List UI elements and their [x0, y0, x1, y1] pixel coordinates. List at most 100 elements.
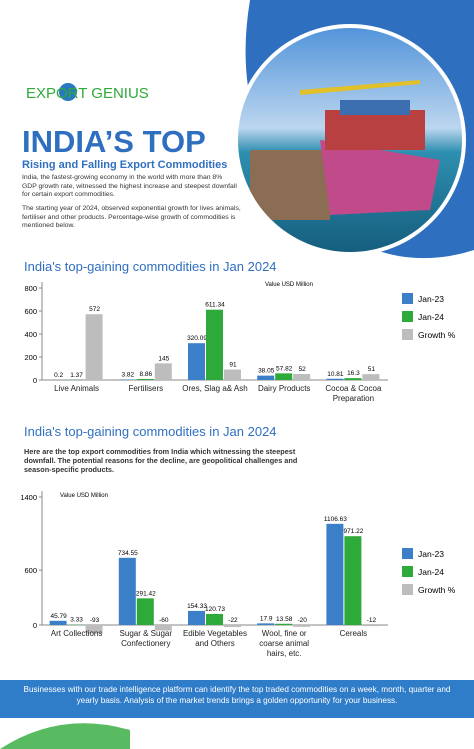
value-label: 971.22: [343, 528, 363, 535]
bar: [275, 373, 293, 380]
value-label: 320.09: [187, 335, 207, 342]
bar: [206, 309, 223, 380]
bar: [154, 625, 172, 631]
legend-swatch: [402, 293, 413, 304]
bar: [326, 523, 344, 625]
y-tick-label: 200: [24, 353, 37, 362]
unit-label: Value USD Million: [60, 493, 108, 499]
value-label: -12: [367, 617, 377, 624]
logo: EXPORT GENIUS: [26, 85, 149, 102]
bullet: The starting year of 2024, observed expo…: [22, 205, 241, 229]
value-label: 1106.63: [324, 516, 347, 523]
chart-title: India's top-gaining commodities in Jan 2…: [24, 259, 277, 274]
bar: [362, 625, 380, 627]
x-tick-label: Dairy Products: [257, 384, 311, 393]
bar: [223, 625, 241, 628]
bar: [344, 536, 362, 625]
value-label: 120.73: [205, 606, 225, 613]
unit-label: Value USD Million: [265, 282, 313, 288]
legend-label: Growth %: [418, 330, 456, 340]
legend-label: Jan-23: [418, 549, 444, 559]
value-label: 16.3: [347, 370, 360, 377]
title: INDIA’S TOP: [22, 124, 206, 159]
value-label: -60: [159, 617, 169, 624]
value-label: 8.86: [139, 371, 152, 378]
bar: [293, 625, 311, 627]
legend-label: Jan-24: [418, 567, 444, 577]
value-label: 52: [299, 366, 307, 373]
value-label: 17.9: [260, 615, 273, 622]
y-tick-label: 600: [24, 566, 37, 575]
value-label: 13.58: [276, 616, 293, 623]
value-label: 38.05: [258, 368, 275, 375]
legend-swatch: [402, 566, 413, 577]
bar: [206, 613, 223, 625]
value-label: 734.55: [118, 550, 138, 557]
subtitle: Rising and Falling Export Commodities: [22, 159, 227, 171]
intro: India, the fastest-growing economy in th…: [22, 174, 237, 198]
value-label: 45.79: [50, 613, 67, 620]
bar: [118, 557, 136, 625]
value-label: -93: [90, 617, 100, 624]
bar: [223, 369, 241, 380]
footer-text: Businesses with our trade intelligence p…: [23, 685, 451, 705]
value-label: 0.2: [54, 372, 63, 379]
legend-label: Jan-23: [418, 294, 444, 304]
x-tick-label: Sugar & Sugar Confectionery: [119, 629, 173, 648]
x-tick-label: Ores, Slag a& Ash: [182, 384, 248, 393]
x-tick-label: Cocoa & Cocoa Preparation: [325, 384, 382, 403]
bar: [136, 598, 154, 625]
legend-swatch: [402, 311, 413, 322]
bar: [257, 623, 275, 625]
y-tick-label: 800: [24, 284, 37, 293]
y-tick-label: 400: [24, 330, 37, 339]
value-label: 3.33: [70, 617, 83, 624]
value-label: 154.33: [187, 603, 207, 610]
legend-label: Growth %: [418, 585, 456, 595]
chart-title: India's top-gaining commodities in Jan 2…: [24, 424, 277, 439]
x-tick-label: Live Animals: [54, 384, 100, 393]
y-tick-label: 600: [24, 307, 37, 316]
bar: [275, 623, 293, 625]
x-tick-label: Art Collections: [50, 629, 103, 638]
footer-band: [0, 680, 474, 718]
bar: [362, 374, 380, 380]
value-label: 611.34: [205, 302, 225, 309]
value-label: 1.37: [70, 372, 83, 379]
bar: [188, 610, 206, 625]
value-label: -20: [297, 617, 307, 624]
value-label: 10.81: [327, 371, 344, 378]
value-label: 57.82: [276, 365, 293, 372]
bar: [136, 378, 154, 380]
legend-swatch: [402, 548, 413, 559]
y-tick-label: 0: [33, 621, 37, 630]
bar: [257, 375, 275, 380]
bar: [49, 620, 67, 625]
bar: [85, 314, 103, 380]
y-tick-label: 1400: [20, 493, 37, 502]
value-label: -22: [228, 617, 238, 624]
footer-curve: [0, 723, 130, 749]
legend-label: Jan-24: [418, 312, 444, 322]
bar: [154, 363, 172, 380]
value-label: 572: [89, 306, 100, 313]
value-label: 145: [158, 355, 169, 362]
y-tick-label: 0: [33, 376, 37, 385]
chart-description: Here are the top export commodities from…: [24, 447, 298, 474]
bar: [344, 378, 362, 380]
bar: [188, 343, 206, 380]
x-tick-label: Edible Vegetables and Others: [182, 629, 248, 648]
legend-swatch: [402, 584, 413, 595]
logo-globe: [59, 83, 77, 101]
photo: [238, 28, 462, 252]
x-tick-label: Fertilisers: [128, 384, 164, 393]
bar: [293, 374, 311, 380]
value-label: 51: [368, 366, 376, 373]
value-label: 291.42: [136, 590, 156, 597]
legend-swatch: [402, 329, 413, 340]
value-label: 3.82: [121, 372, 134, 379]
x-tick-label: Cereals: [339, 629, 368, 638]
value-label: 91: [229, 362, 237, 369]
